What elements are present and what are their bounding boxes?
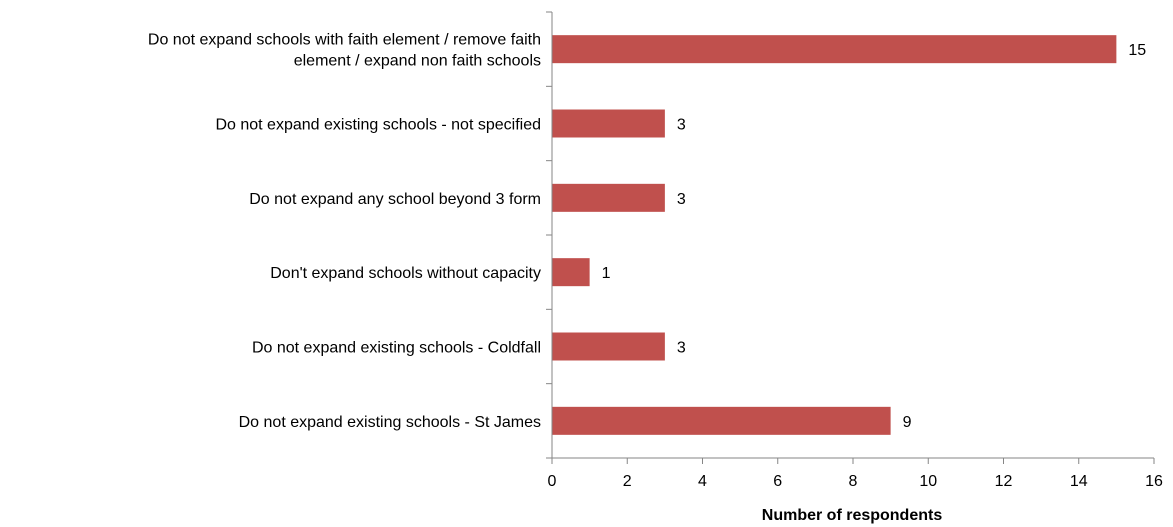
x-tick-label: 12: [995, 473, 1013, 490]
x-tick-label: 14: [1070, 473, 1088, 490]
bar: [552, 109, 665, 138]
bar: [552, 35, 1117, 64]
category-label: Do not expand existing schools - Coldfal…: [252, 340, 541, 357]
x-axis-title: Number of respondents: [762, 507, 943, 524]
data-label: 3: [677, 191, 686, 208]
category-label: Do not expand any school beyond 3 form: [249, 191, 541, 208]
x-tick-label: 4: [698, 473, 707, 490]
data-label: 3: [677, 117, 686, 134]
x-tick-label: 6: [773, 473, 782, 490]
category-label: Do not expand existing schools - not spe…: [215, 117, 541, 134]
bar: [552, 258, 590, 287]
bar: [552, 183, 665, 212]
data-label: 1: [602, 265, 611, 282]
x-tick-label: 16: [1145, 473, 1163, 490]
data-label: 9: [903, 414, 912, 431]
axes-group: [546, 11, 1155, 464]
x-tick-label: 8: [849, 473, 858, 490]
x-tick-label: 10: [919, 473, 937, 490]
bars-group: [552, 35, 1117, 435]
data-label: 15: [1128, 42, 1146, 59]
x-tick-label: 2: [623, 473, 632, 490]
data-label: 3: [677, 340, 686, 357]
bar: [552, 406, 891, 435]
labels-group: 15 Do not expand schools with faith eleme…: [148, 32, 1163, 490]
category-label: Don't expand schools without capacity: [270, 265, 541, 282]
bar: [552, 332, 665, 361]
category-label: Do not expand schools with faith element…: [148, 32, 541, 70]
category-label: Do not expand existing schools - St Jame…: [239, 414, 541, 431]
x-tick-label: 0: [548, 473, 557, 490]
